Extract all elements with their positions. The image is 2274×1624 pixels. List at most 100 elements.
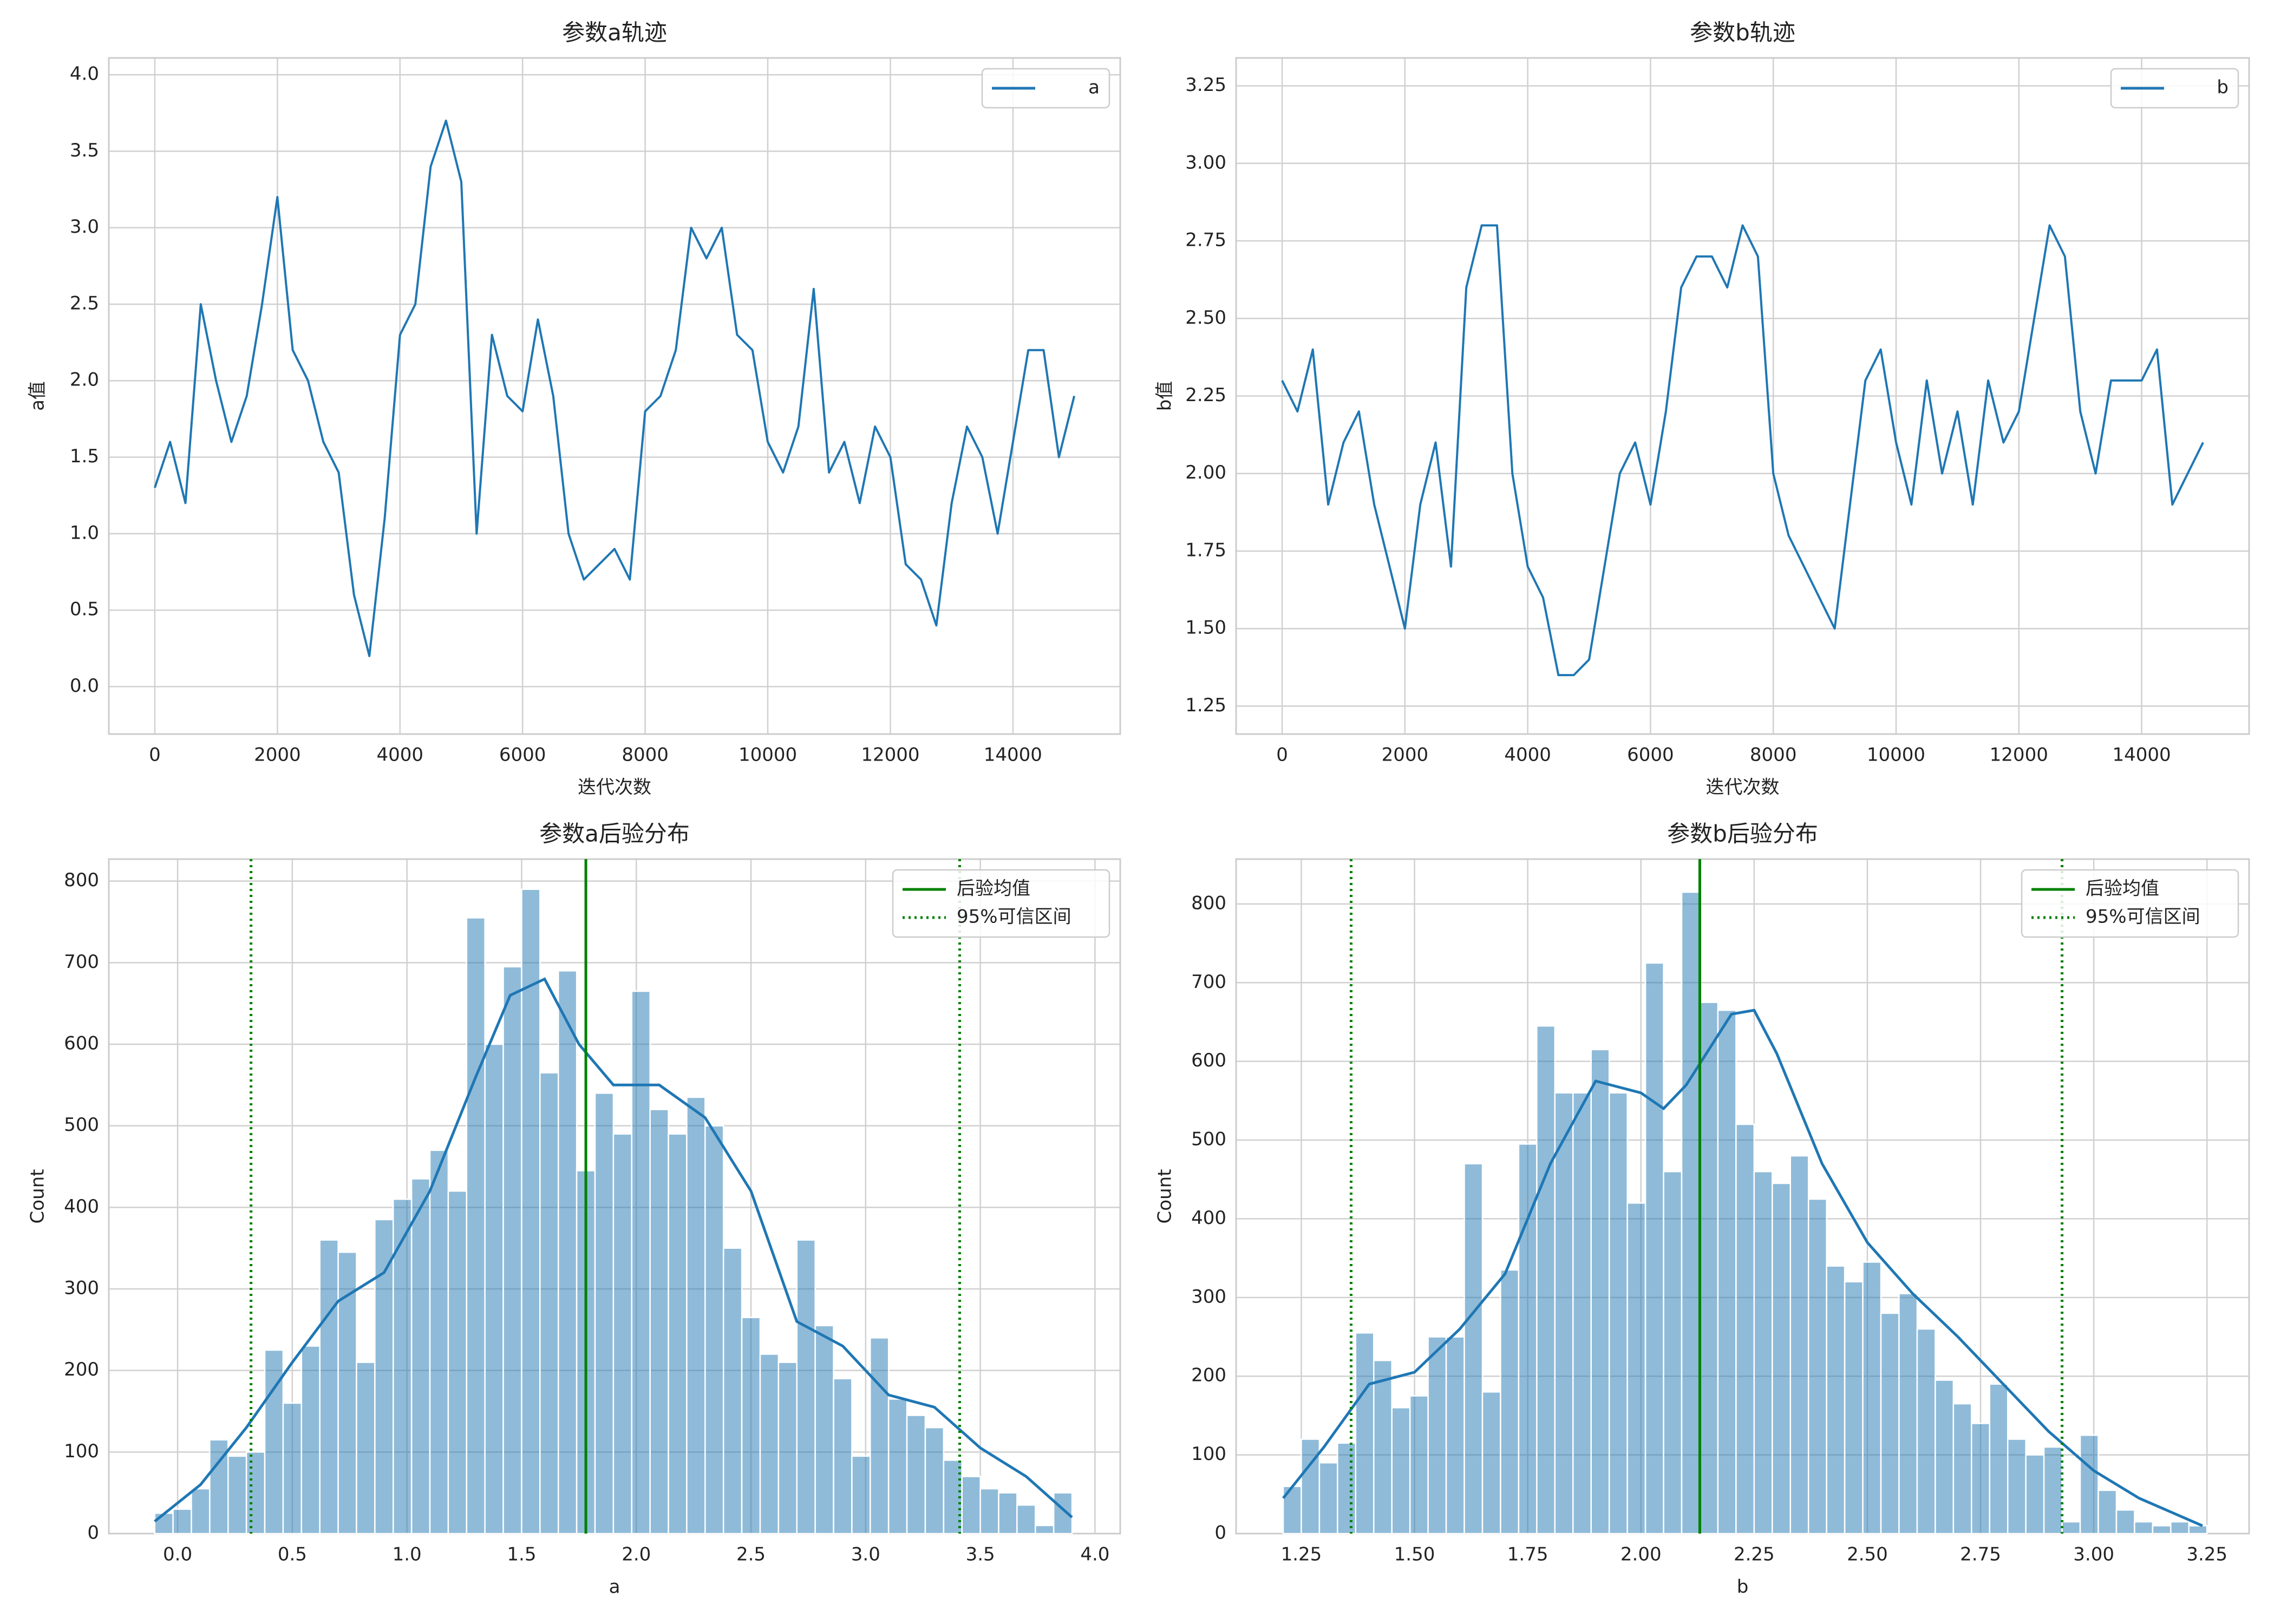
histogram-bar bbox=[1663, 1170, 1683, 1535]
plot-frame bbox=[1235, 57, 2250, 735]
y-tick-label: 500 bbox=[64, 1114, 99, 1136]
histogram-bar bbox=[447, 1190, 468, 1535]
histogram-bar bbox=[1772, 1182, 1791, 1535]
y-tick-label: 200 bbox=[1191, 1365, 1226, 1386]
x-tick-label: 2000 bbox=[254, 744, 301, 766]
x-tick-label: 6000 bbox=[1627, 744, 1674, 766]
x-tick-label: 2.50 bbox=[1847, 1544, 1888, 1566]
y-tick-label: 1.5 bbox=[70, 446, 99, 467]
histogram-bar bbox=[557, 970, 578, 1535]
histogram-bar bbox=[1536, 1025, 1556, 1535]
panel: 0.0 0.5 1.0 1.5 2.0 2.5 3.0 3.5 4.0 0 100 200 300 400… bbox=[27, 821, 1121, 1598]
histogram-bar bbox=[777, 1361, 798, 1535]
histogram-bar bbox=[319, 1239, 339, 1535]
chart-title: 参数b轨迹 bbox=[1690, 19, 1795, 46]
y-tick-label: 400 bbox=[1191, 1207, 1226, 1229]
x-tick-label: 10000 bbox=[1867, 744, 1925, 766]
x-axis-label: 迭代次数 bbox=[578, 777, 651, 798]
y-tick-label: 0 bbox=[87, 1522, 99, 1544]
histogram-bar bbox=[1935, 1379, 1955, 1535]
y-axis-label: a值 bbox=[27, 381, 49, 411]
histogram-bar bbox=[649, 1109, 669, 1535]
histogram-bar bbox=[282, 1402, 303, 1535]
histogram-bar bbox=[264, 1349, 284, 1535]
histogram-bar bbox=[1717, 1009, 1737, 1535]
histogram-bar bbox=[1880, 1312, 1900, 1535]
y-tick-label: 800 bbox=[64, 869, 99, 891]
y-tick-label: 1.50 bbox=[1185, 617, 1226, 639]
histogram-bar bbox=[1971, 1423, 1990, 1535]
legend-frame bbox=[2110, 68, 2239, 109]
x-tick-label: 14000 bbox=[984, 744, 1042, 766]
chart-title: 参数a轨迹 bbox=[562, 19, 667, 46]
histogram-bar bbox=[1826, 1265, 1846, 1535]
y-tick-label: 2.5 bbox=[70, 292, 99, 314]
x-tick-label: 0.0 bbox=[163, 1544, 192, 1566]
y-tick-label: 4.0 bbox=[70, 63, 99, 85]
histogram-bar bbox=[1644, 962, 1664, 1535]
histogram-bar bbox=[1898, 1293, 1918, 1535]
histogram-bar bbox=[1427, 1336, 1447, 1535]
histogram-bar bbox=[887, 1398, 908, 1535]
histogram-bar bbox=[1735, 1123, 1755, 1535]
x-tick-label: 4.0 bbox=[1080, 1544, 1109, 1566]
x-axis-label: b bbox=[1737, 1576, 1749, 1598]
histogram-bar bbox=[631, 990, 651, 1535]
y-tick-label: 3.5 bbox=[70, 140, 99, 161]
histogram-bar bbox=[502, 966, 522, 1535]
y-axis-label: b值 bbox=[1154, 381, 1176, 411]
x-tick-label: 2.0 bbox=[622, 1544, 651, 1566]
y-tick-label: 600 bbox=[64, 1033, 99, 1055]
histogram-bar bbox=[1337, 1442, 1357, 1535]
histogram-bar bbox=[1699, 1001, 1719, 1535]
legend-label: 95%可信区间 bbox=[957, 906, 1071, 928]
histogram-bar bbox=[539, 1072, 559, 1535]
histogram-bar bbox=[1445, 1336, 1465, 1535]
histogram-bar bbox=[2170, 1521, 2190, 1535]
histogram-bar bbox=[1391, 1407, 1411, 1535]
histogram-bar bbox=[1608, 1092, 1628, 1535]
y-tick-label: 600 bbox=[1191, 1050, 1226, 1071]
histogram-bar bbox=[1989, 1383, 2009, 1535]
y-tick-label: 100 bbox=[64, 1440, 99, 1462]
trace-line bbox=[1281, 224, 2204, 677]
histogram-bar bbox=[2079, 1435, 2099, 1535]
histogram-bar bbox=[154, 1512, 174, 1535]
legend-label: 后验均值 bbox=[957, 878, 1030, 900]
y-tick-label: 800 bbox=[1191, 892, 1226, 914]
histogram-bar bbox=[1463, 1163, 1484, 1535]
y-tick-label: 2.0 bbox=[70, 369, 99, 391]
histogram-bar bbox=[392, 1199, 413, 1535]
legend-frame bbox=[892, 869, 1110, 938]
y-tick-label: 1.25 bbox=[1185, 695, 1226, 716]
histogram-bar bbox=[2188, 1525, 2208, 1535]
x-tick-label: 1.50 bbox=[1394, 1544, 1435, 1566]
x-tick-label: 4000 bbox=[376, 744, 423, 766]
histogram-bar bbox=[2115, 1509, 2135, 1535]
histogram-bar bbox=[1518, 1143, 1538, 1535]
y-tick-label: 700 bbox=[1191, 971, 1226, 993]
histogram-bar bbox=[227, 1455, 247, 1535]
histogram-bar bbox=[1318, 1462, 1338, 1535]
histogram-bar bbox=[521, 888, 541, 1535]
x-tick-label: 8000 bbox=[622, 744, 669, 766]
histogram-bar bbox=[833, 1378, 853, 1535]
histogram-bar bbox=[1626, 1202, 1646, 1535]
y-tick-label: 0.0 bbox=[70, 675, 99, 697]
histogram-bar bbox=[374, 1219, 394, 1535]
x-axis-label: 迭代次数 bbox=[1706, 777, 1780, 798]
x-tick-label: 1.25 bbox=[1281, 1544, 1322, 1566]
x-tick-label: 2.75 bbox=[1960, 1544, 2001, 1566]
histogram-bar bbox=[1500, 1269, 1520, 1535]
histogram-bar bbox=[172, 1508, 192, 1535]
x-tick-label: 10000 bbox=[739, 744, 797, 766]
histogram-bar bbox=[1753, 1170, 1773, 1535]
histogram-bar bbox=[686, 1096, 706, 1535]
x-axis-label: a bbox=[609, 1576, 620, 1598]
y-tick-label: 300 bbox=[64, 1278, 99, 1299]
y-tick-label: 3.00 bbox=[1185, 152, 1226, 173]
y-tick-label: 2.25 bbox=[1185, 384, 1226, 406]
panel: 1.25 1.50 1.75 2.00 2.25 2.50 2.75 3.00 3.25 0 100… bbox=[1154, 821, 2250, 1598]
histogram-bar bbox=[1862, 1261, 1882, 1535]
